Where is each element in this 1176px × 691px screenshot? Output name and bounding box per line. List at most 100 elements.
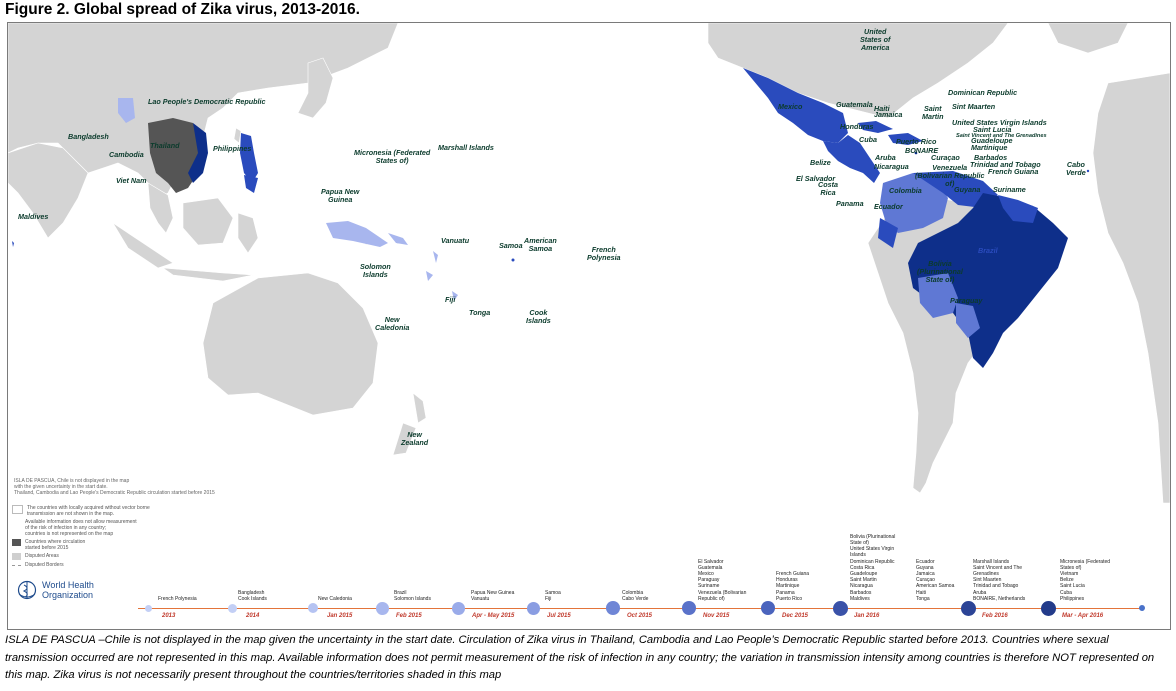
timeline-end-node xyxy=(1139,605,1145,611)
label-jamaica: Jamaica xyxy=(874,110,903,119)
central-america xyxy=(823,135,880,183)
legend-disputed-borders: Disputed Borders xyxy=(12,562,212,568)
timeline-node xyxy=(451,601,465,615)
cuba xyxy=(858,121,893,133)
legend-swatch-dark xyxy=(12,539,21,546)
asia-shaded xyxy=(12,98,258,247)
papua-new-guinea xyxy=(326,221,388,247)
label-french-guiana: French Guiana xyxy=(988,167,1039,176)
label-colombia: Colombia xyxy=(889,186,922,195)
paraguay xyxy=(956,303,980,338)
colombia xyxy=(880,173,948,233)
label-haiti: Haiti xyxy=(874,104,890,113)
timeline-country-list: Colombia Cabo Verde xyxy=(622,589,649,602)
label-french-polynesia: French Polynesia xyxy=(587,245,621,263)
label-new-caledonia: New Caledonia xyxy=(375,315,410,333)
figure-title: Figure 2. Global spread of Zika virus, 2… xyxy=(5,1,360,18)
north-america xyxy=(707,23,1009,119)
label-united-states: United States of America xyxy=(860,27,891,53)
legend-swatch-grey xyxy=(12,553,21,560)
label-thailand: Thailand xyxy=(150,141,180,150)
label-martinique: Martinique xyxy=(971,143,1008,152)
label-panama: Panama xyxy=(836,199,864,208)
timeline-country-list: Bolivia (Plurinational State of) United … xyxy=(850,533,896,602)
legend-intro-text: The countries with locally acquired with… xyxy=(27,505,150,517)
maldives xyxy=(12,241,14,247)
label-guyana: Guyana xyxy=(954,185,981,194)
map-note: ISLA DE PASCUA, Chile is not displayed i… xyxy=(14,478,215,496)
australia xyxy=(202,272,379,416)
legend-availability-text: Available information does not allow mea… xyxy=(25,519,137,537)
legend-swatch-none xyxy=(12,519,21,526)
timeline-country-list: Micronesia (Federated States of) Vietnam… xyxy=(1060,558,1111,602)
label-venezuela: Venezuela (Bolivarian Republic of) xyxy=(915,163,985,189)
label-guadeloupe: Guadeloupe xyxy=(971,136,1013,145)
oceania-shaded xyxy=(326,221,515,301)
label-text: United States of America xyxy=(860,27,891,53)
label-saint-lucia: Saint Lucia xyxy=(973,125,1012,134)
timeline-period: Feb 2015 xyxy=(396,613,422,619)
label-honduras: Honduras xyxy=(840,122,874,131)
new-caledonia xyxy=(426,271,433,281)
timeline-country-list: French Guiana Honduras Martinique Panama… xyxy=(776,571,810,602)
timeline-period: 2013 xyxy=(162,613,176,619)
label-ecuador: Ecuador xyxy=(874,202,903,211)
malay-peninsula xyxy=(147,182,174,234)
timeline-period: Nov 2015 xyxy=(703,613,730,619)
timeline-node xyxy=(1040,600,1056,616)
label-puerto-rico: Puerto Rico xyxy=(896,137,937,146)
timeline-period: Feb 2016 xyxy=(982,613,1008,619)
africa xyxy=(1092,72,1170,503)
label-bangladesh: Bangladesh xyxy=(68,132,109,141)
label-trinidad: Trinidad and Tobago xyxy=(970,160,1041,169)
label-barbados: Barbados xyxy=(974,153,1008,162)
who-logo: World Health Organization xyxy=(16,580,94,600)
label-cuba: Cuba xyxy=(859,135,877,144)
timeline-period: Oct 2015 xyxy=(627,613,653,619)
label-suriname: Suriname xyxy=(993,185,1026,194)
label-cambodia: Cambodia xyxy=(109,150,144,159)
timeline-period: Jan 2015 xyxy=(327,613,353,619)
label-paraguay: Paraguay xyxy=(950,296,983,305)
timeline-country-list: Brazil Solomon Islands xyxy=(394,589,431,602)
label-american-samoa: American Samoa xyxy=(524,236,557,254)
taiwan xyxy=(233,127,242,144)
japan xyxy=(297,57,334,119)
label-mexico: Mexico xyxy=(778,102,803,111)
label-maldives: Maldives xyxy=(18,212,49,221)
label-saint-martin: Saint Martin xyxy=(922,104,944,122)
legend-availability: Available information does not allow mea… xyxy=(12,519,212,537)
legend-intro: The countries with locally acquired with… xyxy=(12,505,212,517)
label-bonaire: BONAIRE xyxy=(905,146,939,155)
timeline-node xyxy=(832,600,848,616)
label-tonga: Tonga xyxy=(469,308,491,317)
timeline-node xyxy=(606,601,620,615)
timeline-node xyxy=(526,601,540,615)
timeline-axis xyxy=(138,608,1143,609)
label-bolivia: Bolivia (Plurinational State of) xyxy=(917,259,963,285)
ecuador xyxy=(878,218,898,248)
world-map[interactable]: United States of America Lao People's De… xyxy=(8,23,1170,503)
viet-nam xyxy=(188,123,208,183)
solomon-islands xyxy=(388,233,408,245)
legend-disputed-areas: Disputed Areas xyxy=(12,553,212,560)
legend-disputed-borders-text: Disputed Borders xyxy=(25,562,64,568)
legend-before-2015: Countries where circulation started befo… xyxy=(12,539,212,551)
legend-swatch-border xyxy=(12,562,21,566)
timeline-period: Apr - May 2015 xyxy=(472,613,515,619)
label-usvi: United States Virgin Islands xyxy=(952,118,1047,127)
label-curacao: Curaçao xyxy=(931,153,960,162)
timeline-node xyxy=(682,601,696,615)
timeline-period: Mar - Apr 2016 xyxy=(1062,613,1104,619)
label-guatemala: Guatemala xyxy=(836,100,873,109)
who-emblem-icon xyxy=(17,580,37,600)
guyanas xyxy=(998,195,1038,223)
bolivia xyxy=(918,273,958,318)
nz-south xyxy=(392,422,417,456)
figure-caption: ISLA DE PASCUA –Chile is not displayed i… xyxy=(5,634,1155,681)
label-new-zealand: New Zealand xyxy=(401,430,429,448)
timeline-node xyxy=(375,601,389,615)
label-cook: Cook Islands xyxy=(526,308,551,326)
timeline-country-list: Bangladesh Cook Islands xyxy=(238,589,267,602)
label-papua: Papua New Guinea xyxy=(321,187,360,205)
